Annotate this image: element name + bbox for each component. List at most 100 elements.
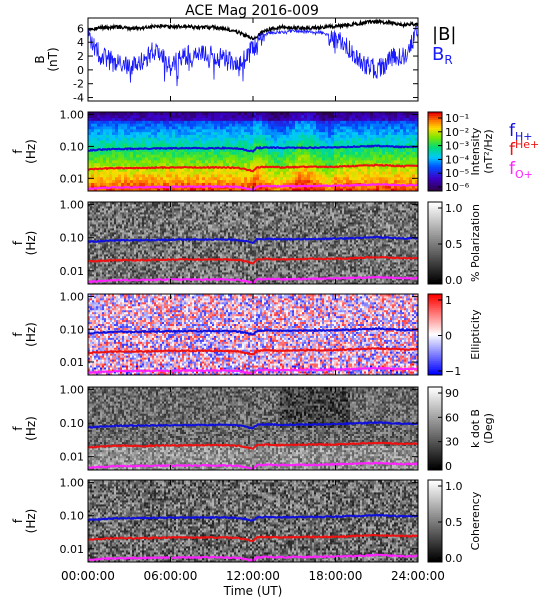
spectrogram-cell — [361, 180, 364, 183]
spectrogram-cell — [103, 143, 106, 146]
spectrogram-cell — [331, 140, 334, 143]
spectrogram-cell — [100, 180, 103, 183]
spectrogram-cell — [166, 140, 169, 143]
y-tick-label: -2 — [73, 78, 84, 91]
spectrogram-cell — [262, 171, 265, 174]
spectrogram-cell — [151, 171, 154, 174]
spectrogram-cell — [352, 171, 355, 174]
spectrogram-cell — [250, 166, 253, 169]
spectrogram-cell — [304, 137, 307, 140]
spectrogram-cell — [217, 140, 220, 143]
spectrogram-cell — [271, 163, 274, 166]
spectrogram-cell — [325, 168, 328, 171]
spectrogram-cell — [385, 171, 388, 174]
spectrogram-cell — [214, 160, 217, 163]
spectrogram-cell — [184, 183, 187, 186]
spectrogram-cell — [358, 157, 361, 160]
spectrogram-cell — [301, 149, 304, 152]
spectrogram-cell — [394, 177, 397, 180]
spectrogram-cell — [283, 168, 286, 171]
spectrogram-cell — [133, 163, 136, 166]
spectrogram-cell — [331, 174, 334, 177]
spectrogram-cell — [265, 177, 268, 180]
spectrogram-cell — [301, 137, 304, 140]
spectrogram-cell — [196, 174, 199, 177]
spectrogram-cell — [268, 168, 271, 171]
spectrogram-cell — [322, 157, 325, 160]
spectrogram-cell — [217, 160, 220, 163]
spectrogram-cell — [349, 152, 352, 155]
spectrogram-cell — [169, 152, 172, 155]
spectrogram-cell — [157, 140, 160, 143]
spectrogram-cell — [106, 171, 109, 174]
spectrogram-cell — [205, 177, 208, 180]
spectrogram-cell — [253, 157, 256, 160]
spectrogram-cell — [304, 154, 307, 157]
spectrogram-cell — [205, 163, 208, 166]
spectrogram-cell — [355, 140, 358, 143]
spectrogram-cell — [217, 177, 220, 180]
spectrogram-cell — [190, 135, 193, 138]
spectrogram-cell — [118, 177, 121, 180]
spectrogram-cell — [334, 149, 337, 152]
spectrogram-cell — [358, 174, 361, 177]
spectrogram-cell — [118, 171, 121, 174]
spectrogram-cell — [301, 168, 304, 171]
spectrogram-cell — [94, 174, 97, 177]
spectrogram-cell — [358, 171, 361, 174]
spectrogram-cell — [97, 183, 100, 186]
spectrogram-cell — [214, 135, 217, 138]
spectrogram-cell — [202, 171, 205, 174]
spectrogram-cell — [340, 140, 343, 143]
spectrogram-cell — [151, 152, 154, 155]
spectrogram-cell — [280, 143, 283, 146]
spectrogram-cell — [202, 154, 205, 157]
spectrogram-cell — [160, 157, 163, 160]
spectrogram-cell — [331, 168, 334, 171]
spectrogram-cell — [265, 143, 268, 146]
spectrogram-cell — [91, 152, 94, 155]
spectrogram-cell — [367, 137, 370, 140]
spectrogram-cell — [244, 154, 247, 157]
spectrogram-cell — [307, 174, 310, 177]
spectrogram-cell — [145, 152, 148, 155]
spectrogram-cell — [292, 152, 295, 155]
spectrogram-cell — [91, 160, 94, 163]
spectrogram-cell — [331, 157, 334, 160]
spectrogram-cell — [259, 157, 262, 160]
spectrogram-cell — [232, 177, 235, 180]
spectrogram-cell — [397, 180, 400, 183]
spectrogram-cell — [373, 168, 376, 171]
spectrogram-cell — [388, 171, 391, 174]
spectrogram-cell — [235, 183, 238, 186]
spectrogram-cell — [271, 180, 274, 183]
spectrogram-cell — [94, 154, 97, 157]
spectrogram-cell — [103, 163, 106, 166]
spectrogram-cell — [340, 177, 343, 180]
spectrogram-cell — [355, 137, 358, 140]
spectrogram-cell — [139, 171, 142, 174]
spectrogram-cell — [283, 174, 286, 177]
spectrogram-cell — [286, 154, 289, 157]
legend-b-total: |B| — [432, 24, 456, 45]
spectrogram-cell — [340, 143, 343, 146]
spectrogram-cell — [94, 180, 97, 183]
spectrogram-cell — [271, 149, 274, 152]
spectrogram-cell — [274, 154, 277, 157]
spectrogram-cell — [298, 135, 301, 138]
spectrogram-cell — [376, 137, 379, 140]
spectrogram-cell — [259, 154, 262, 157]
spectrogram-cell — [367, 149, 370, 152]
spectrogram-cell — [280, 174, 283, 177]
spectrogram-cell — [277, 168, 280, 171]
spectrogram-cell — [310, 140, 313, 143]
spectrogram-cell — [337, 174, 340, 177]
spectrogram-cell — [319, 140, 322, 143]
spectrogram-cell — [295, 143, 298, 146]
spectrogram-cell — [397, 137, 400, 140]
spectrogram-cell — [208, 152, 211, 155]
spectrogram-cell — [121, 140, 124, 143]
spectrogram-cell — [262, 149, 265, 152]
spectrogram-cell — [235, 137, 238, 140]
spectrogram-cell — [373, 171, 376, 174]
